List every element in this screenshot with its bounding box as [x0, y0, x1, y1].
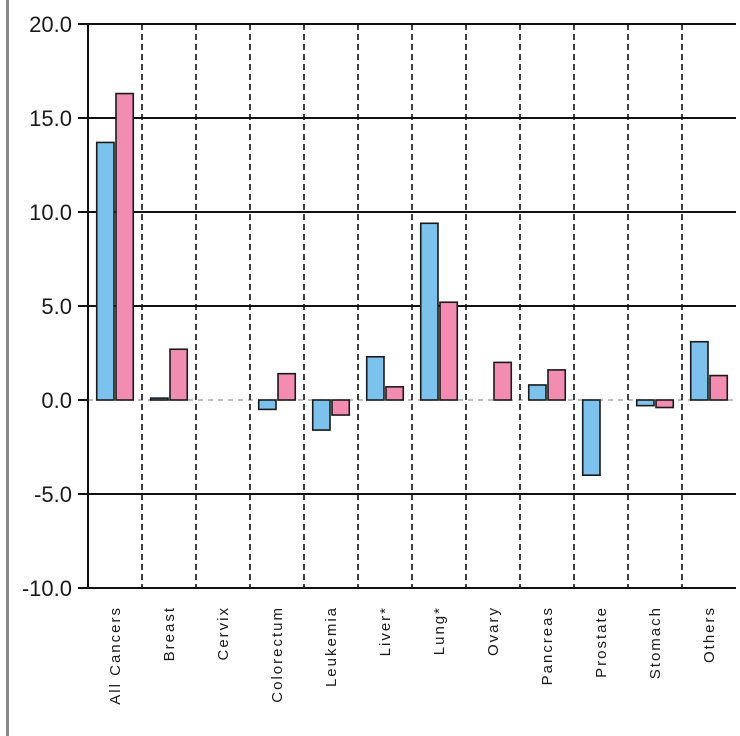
x-category-label-5: Liver* [377, 606, 394, 656]
bar-s0-8 [527, 384, 547, 401]
y-tick-label-2: 10.0 [29, 200, 72, 225]
y-tick-label-4: 0.0 [41, 388, 72, 413]
bar-s1-4 [331, 399, 351, 416]
bar-s1-6 [439, 301, 459, 401]
bar-s0-6 [419, 222, 439, 401]
x-category-label-0: All Cancers [107, 606, 124, 705]
bar-s1-3 [277, 372, 297, 401]
x-category-label-2: Cervix [215, 606, 232, 661]
x-category-label-6: Lung* [431, 606, 448, 655]
x-axis-labels: All Cancers Breast Cervix Colorectum Leukemi… [107, 606, 718, 705]
bar-s1-10 [655, 399, 675, 409]
vertical-gridlines [141, 24, 683, 588]
bar-s0-1 [149, 397, 169, 401]
x-category-label-10: Stomach [647, 606, 664, 679]
frame-border [6, 0, 9, 736]
bar-s0-9 [581, 399, 601, 476]
bar-s0-0 [95, 141, 115, 401]
x-category-label-7: Ovary [485, 606, 502, 656]
bar-s0-3 [257, 399, 277, 411]
y-tick-label-1: 15.0 [29, 106, 72, 131]
x-category-label-3: Colorectum [269, 606, 286, 703]
bar-s1-0 [115, 92, 135, 401]
y-tick-label-3: 5.0 [41, 294, 72, 319]
bar-s0-5 [365, 355, 385, 401]
x-category-label-11: Others [701, 606, 718, 663]
bar-s0-4 [311, 399, 331, 431]
x-category-label-4: Leukemia [323, 606, 340, 687]
y-axis-ticks: 20.0 15.0 10.0 5.0 0.0 -5.0 -10.0 [22, 12, 89, 601]
bar-s1-11 [709, 374, 729, 401]
bars [95, 92, 729, 476]
y-tick-label-6: -10.0 [22, 576, 72, 601]
x-category-label-8: Pancreas [539, 606, 556, 685]
bar-s1-1 [169, 348, 189, 401]
y-tick-label-0: 20.0 [29, 12, 72, 37]
bar-s1-8 [547, 369, 567, 401]
bar-s1-5 [385, 386, 405, 401]
bar-s1-7 [493, 361, 513, 401]
bar-s0-11 [689, 340, 709, 401]
x-category-label-1: Breast [161, 606, 178, 661]
x-category-label-9: Prostate [593, 606, 610, 678]
y-tick-label-5: -5.0 [34, 482, 72, 507]
bar-s0-10 [635, 399, 655, 407]
